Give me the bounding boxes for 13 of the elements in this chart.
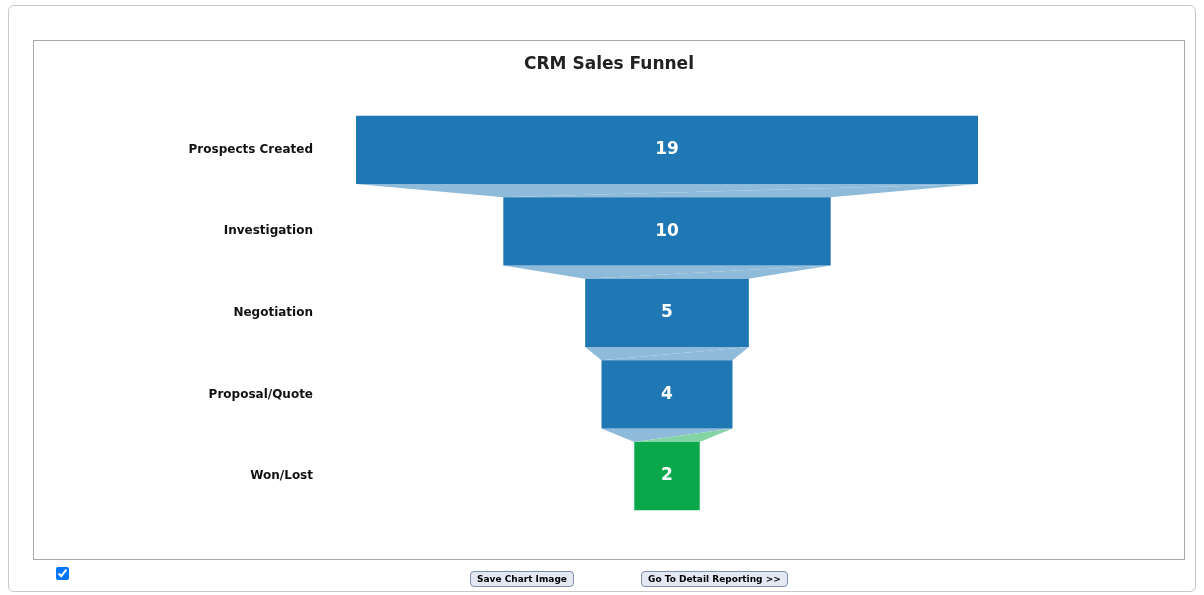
text: CRM Sales Funnel — [524, 53, 694, 74]
category-label: Negotiation — [233, 305, 313, 320]
text: Go To Detail Reporting >> — [641, 571, 788, 587]
category-label: Proposal/Quote — [208, 386, 313, 401]
data-label: 19 — [655, 138, 679, 159]
data-label: 5 — [661, 301, 673, 322]
data-label: 2 — [661, 464, 673, 485]
text: Save Chart Image — [470, 571, 574, 587]
category-label: Prospects Created — [188, 141, 313, 156]
data-label: 4 — [661, 382, 674, 403]
category-label: Won/Lost — [250, 468, 314, 483]
category-label: Investigation — [223, 223, 313, 238]
data-label: 10 — [655, 219, 679, 240]
